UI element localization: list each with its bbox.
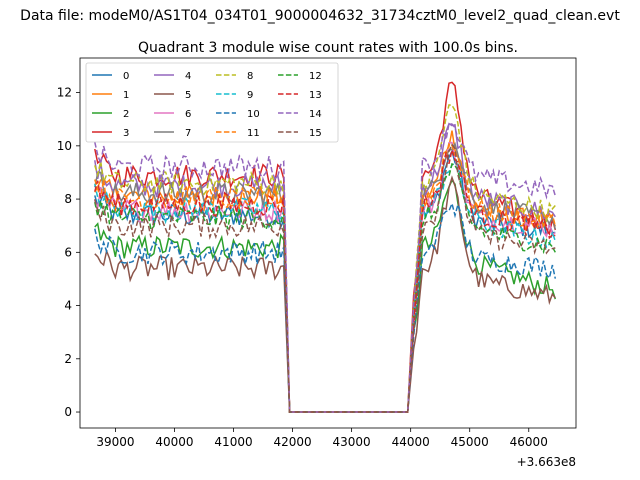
plot-frame bbox=[79, 57, 577, 429]
y-tick-label: 2 bbox=[64, 352, 72, 366]
x-tick-label: 45000 bbox=[451, 435, 489, 449]
series-line-15 bbox=[94, 143, 556, 413]
x-tick-label: 41000 bbox=[214, 435, 252, 449]
x-tick-label: 43000 bbox=[333, 435, 371, 449]
legend-label-5: 5 bbox=[185, 90, 191, 101]
x-tick-label: 42000 bbox=[273, 435, 311, 449]
x-axis: 39000 40000 41000 42000 43000 44000 45000 46000 bbox=[96, 428, 548, 449]
legend-label-3: 3 bbox=[123, 128, 129, 139]
series-line-5 bbox=[94, 175, 556, 413]
legend-label-0: 0 bbox=[123, 71, 129, 82]
x-offset-label: +3.663e8 bbox=[517, 455, 576, 469]
legend-label-12: 12 bbox=[309, 71, 322, 82]
legend-label-1: 1 bbox=[123, 90, 129, 101]
y-axis: 0 2 4 6 8 10 12 bbox=[57, 86, 80, 419]
x-tick-label: 39000 bbox=[96, 435, 134, 449]
y-tick-label: 10 bbox=[57, 139, 72, 153]
legend-label-15: 15 bbox=[309, 128, 322, 139]
series-line-7 bbox=[94, 141, 557, 413]
y-tick-label: 4 bbox=[64, 299, 72, 313]
legend-label-2: 2 bbox=[123, 109, 129, 120]
series-line-11 bbox=[94, 142, 557, 413]
legend-label-8: 8 bbox=[247, 71, 253, 82]
x-tick-label: 40000 bbox=[155, 435, 193, 449]
y-tick-label: 8 bbox=[64, 192, 72, 206]
legend-label-4: 4 bbox=[185, 71, 191, 82]
y-tick-label: 12 bbox=[57, 86, 72, 100]
chart-title: Quadrant 3 module wise count rates with … bbox=[138, 40, 518, 56]
plot-lines bbox=[94, 81, 557, 413]
legend-label-11: 11 bbox=[247, 128, 260, 139]
y-tick-label: 0 bbox=[64, 405, 72, 419]
legend-label-10: 10 bbox=[247, 109, 260, 120]
y-tick-label: 6 bbox=[64, 245, 72, 259]
legend-label-14: 14 bbox=[309, 109, 322, 120]
x-tick-label: 46000 bbox=[510, 435, 548, 449]
series-line-8 bbox=[94, 104, 556, 413]
series-line-14 bbox=[94, 122, 557, 413]
figure-suptitle: Data file: modeM0/AS1T04_034T01_90000046… bbox=[20, 8, 620, 24]
legend-label-9: 9 bbox=[247, 90, 253, 101]
series-line-10 bbox=[94, 201, 557, 413]
legend-label-7: 7 bbox=[185, 128, 191, 139]
legend-label-13: 13 bbox=[309, 90, 322, 101]
series-line-12 bbox=[94, 162, 556, 413]
legend-label-6: 6 bbox=[185, 109, 191, 120]
series-line-4 bbox=[94, 122, 556, 413]
series-line-13 bbox=[94, 149, 556, 413]
x-tick-label: 44000 bbox=[392, 435, 430, 449]
series-line-6 bbox=[94, 141, 556, 413]
legend-frame bbox=[85, 62, 339, 143]
